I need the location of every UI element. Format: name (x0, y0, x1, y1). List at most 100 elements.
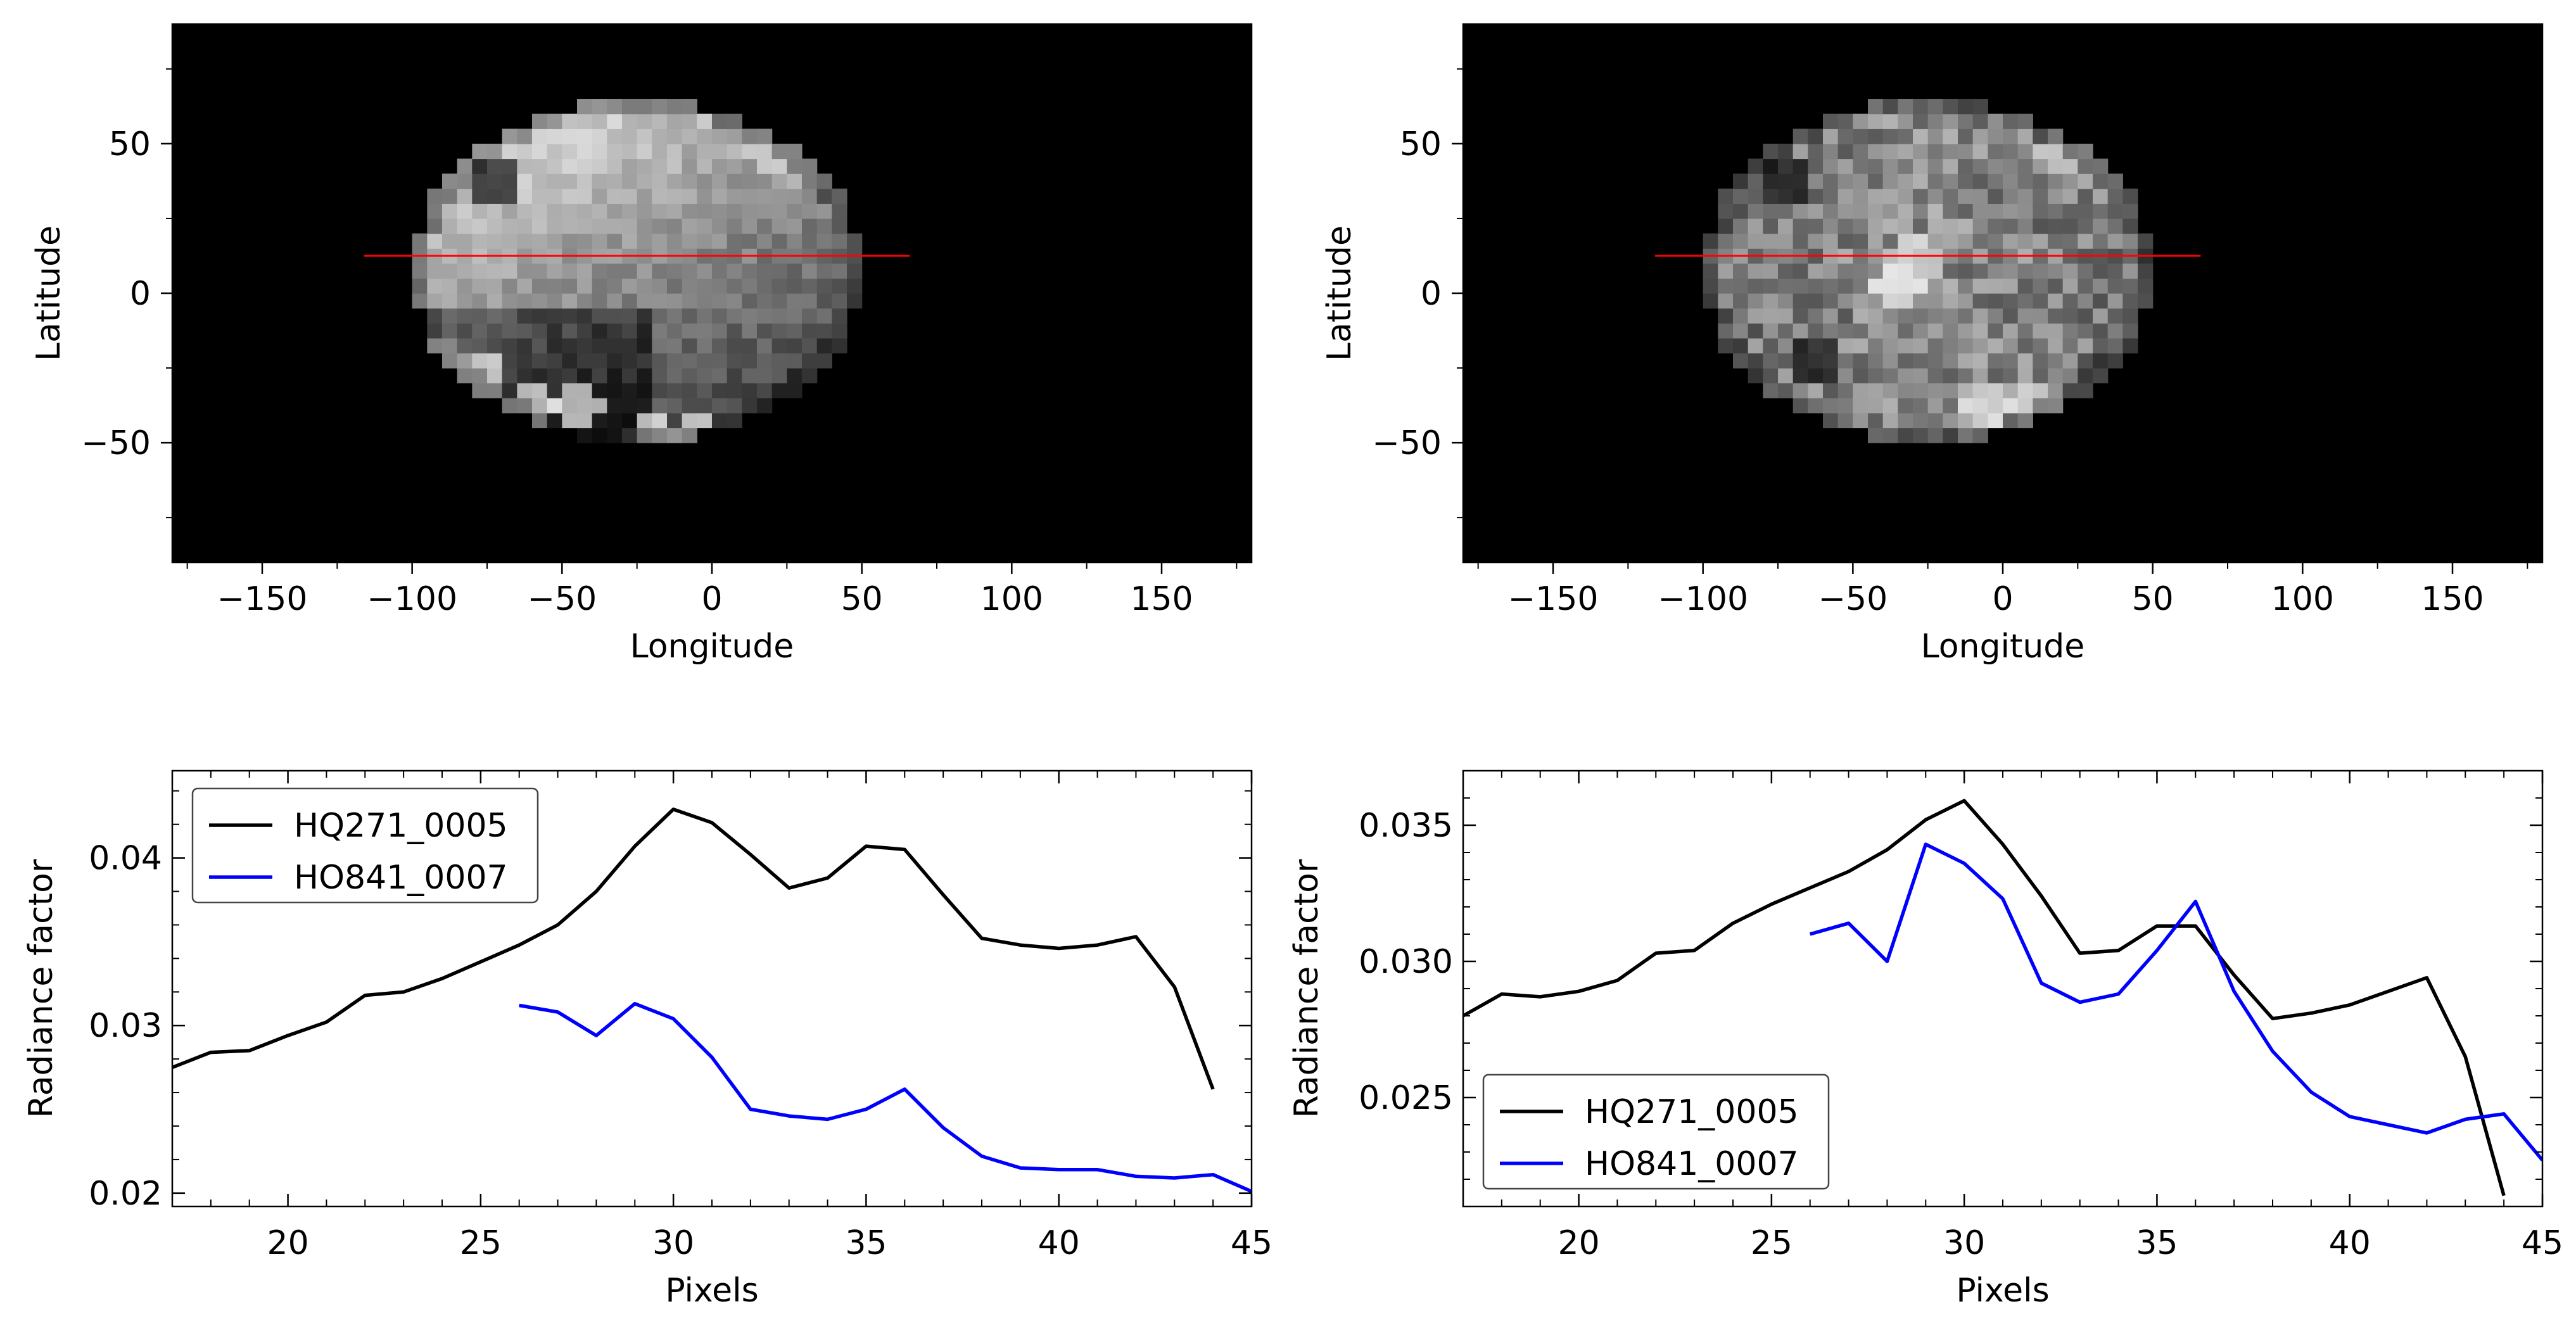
map-pixel (667, 353, 683, 369)
map-pixel (1853, 174, 1869, 189)
map-pixel (1853, 293, 1869, 309)
map-pixel (742, 353, 758, 369)
map-pixel (682, 383, 697, 398)
map-pixel (742, 278, 758, 294)
map-pixel (1898, 278, 1913, 294)
map-pixel (726, 398, 742, 414)
map-pixel (1748, 158, 1763, 174)
map-pixel (517, 129, 533, 144)
map-pixel (742, 398, 758, 414)
map-pixel (697, 188, 713, 204)
map-pixel (1778, 353, 1794, 369)
map-pixel (2062, 158, 2078, 174)
map-pixel (562, 383, 578, 398)
map-pixel (532, 174, 548, 189)
map-pixel (1927, 353, 1943, 369)
map-pixel (487, 278, 503, 294)
map-pixel (622, 99, 638, 115)
map-pixel (1898, 129, 1913, 144)
map-pixel (771, 383, 787, 398)
y-tick-label: 0.025 (1359, 1079, 1453, 1117)
map-pixel (757, 143, 773, 160)
panels: −150 −100 −50 0 50 100 150 −50 0 50 Longitude Latit… (22, 23, 2563, 1310)
map-pixel (2048, 398, 2064, 414)
map-pixel (682, 188, 697, 204)
map-pixels (1703, 99, 2154, 443)
map-pixel (1898, 233, 1913, 249)
map-pixel (816, 203, 832, 219)
map-pixel (802, 293, 818, 309)
map-pixel (1913, 158, 1929, 174)
map-pixel (1988, 233, 2003, 249)
map-pixel (1913, 129, 1929, 144)
map-pixel (652, 218, 668, 234)
map-pixel (427, 233, 443, 249)
map-pixel (742, 188, 758, 204)
map-pixel (1972, 427, 1988, 443)
map-pixel (562, 158, 578, 174)
map-pixel (1792, 293, 1808, 309)
map-pixel (1837, 158, 1853, 174)
map-pixel (592, 143, 607, 160)
map-pixel (1913, 99, 1929, 115)
map-pixel (592, 308, 607, 324)
map-pixel (682, 263, 697, 279)
map-pixel (592, 129, 607, 144)
map-pixel (726, 412, 742, 429)
map-pixel (2017, 412, 2033, 429)
map-pixel (682, 143, 697, 160)
series-line-HO841_0007 (1809, 842, 2542, 1162)
map-pixel (1763, 143, 1779, 160)
map-pixel (1927, 129, 1943, 144)
map-pixel (577, 338, 593, 354)
map-pixel (1792, 158, 1808, 174)
map-pixel (2017, 203, 2033, 219)
map-pixel (637, 158, 652, 174)
map-pixel (1913, 323, 1929, 339)
map-pixel (1733, 218, 1749, 234)
map-pixel (1988, 203, 2003, 219)
map-pixel (1837, 263, 1853, 279)
map-pixel (1853, 263, 1869, 279)
map-pixel (1718, 188, 1734, 204)
map-pixel (652, 308, 668, 324)
map-pixel (442, 278, 458, 294)
map-pixel (472, 353, 488, 369)
map-pixel (667, 338, 683, 354)
map-pixel (457, 188, 473, 204)
legend-label: HO841_0007 (294, 859, 508, 897)
map-pixel (2122, 338, 2138, 354)
map-pixel (1823, 368, 1839, 384)
map-pixel (802, 278, 818, 294)
map-pixel (592, 233, 607, 249)
map-pixel (1823, 174, 1839, 189)
map-pixel (2033, 263, 2048, 279)
map-pixel (562, 203, 578, 219)
map-pixel (1988, 143, 2003, 160)
map-pixel (771, 174, 787, 189)
map-pixel (757, 203, 773, 219)
map-pixel (1748, 308, 1763, 324)
map-pixel (1913, 308, 1929, 324)
map-pixel (1958, 203, 1974, 219)
map-pixel (832, 218, 847, 234)
x-tick-label: 35 (2136, 1224, 2178, 1262)
map-pixel (1748, 368, 1763, 384)
map-pixel (2078, 188, 2093, 204)
map-pixel (1958, 174, 1974, 189)
map-pixel (1958, 278, 1974, 294)
map-pixel (1913, 293, 1929, 309)
map-pixel (652, 129, 668, 144)
map-pixel (2093, 174, 2109, 189)
map-pixel (802, 158, 818, 174)
map-pixel (1988, 174, 2003, 189)
map-pixel (1837, 218, 1853, 234)
map-pixel (1898, 338, 1913, 354)
map-pixel (1792, 129, 1808, 144)
map-pixel (577, 308, 593, 324)
map-pixel (816, 174, 832, 189)
map-pixel (2107, 188, 2123, 204)
map-pixel (637, 278, 652, 294)
map-pixel (1868, 174, 1884, 189)
map-pixel (472, 188, 488, 204)
